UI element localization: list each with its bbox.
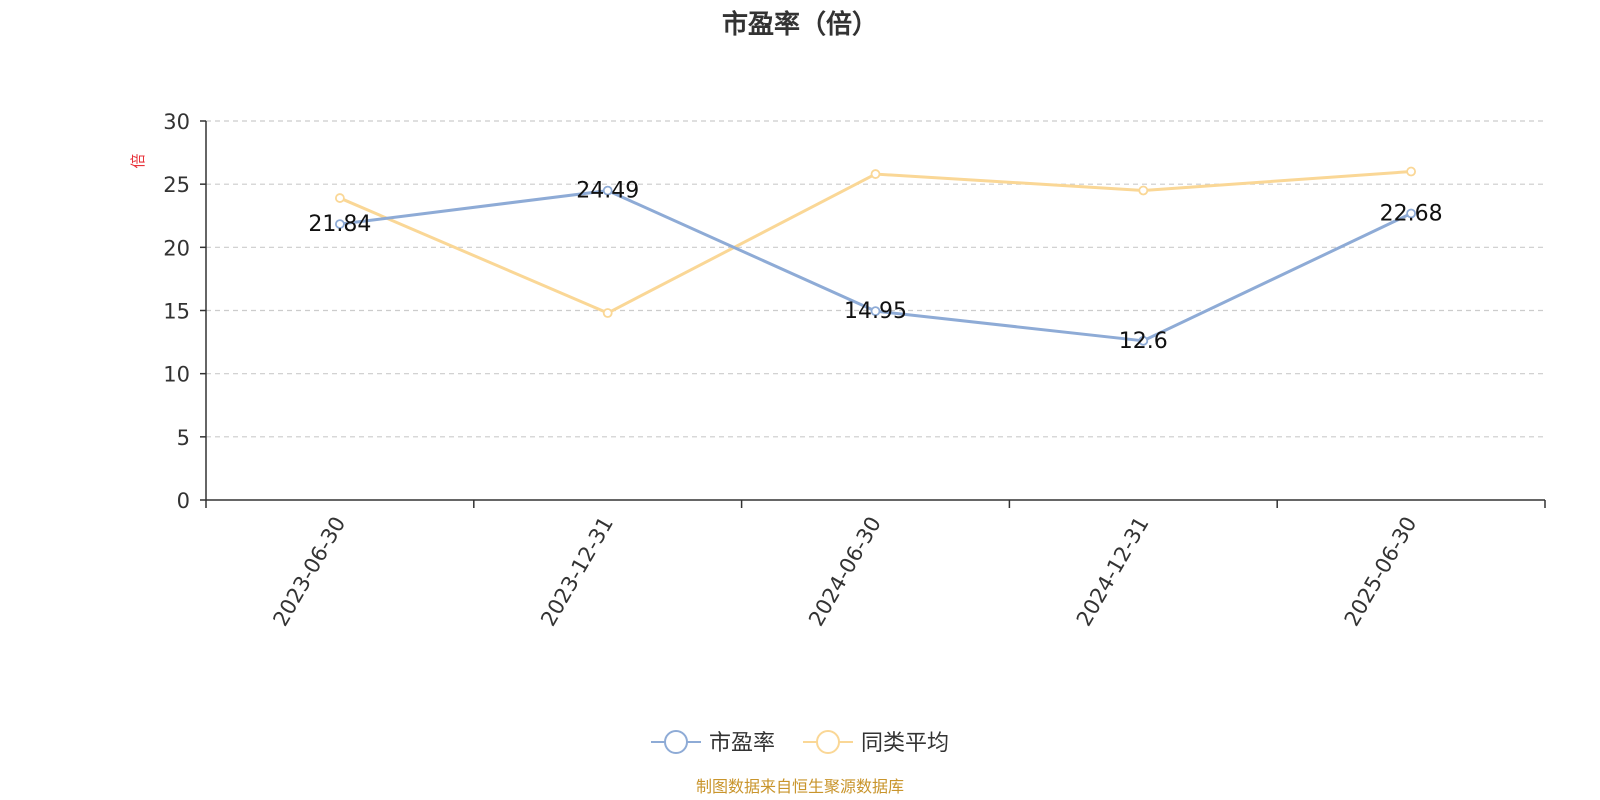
- axes: 0 5 10 15 20 25 30 2023-06-30 2023-12-31 2024-06-…: [163, 110, 1546, 631]
- y-tick-label: 15: [163, 300, 190, 324]
- legend[interactable]: 市盈率 同类平均: [651, 730, 949, 756]
- legend-label: 市盈率: [709, 731, 775, 756]
- data-label: 12.6: [1119, 329, 1168, 354]
- legend-swatch-marker: [816, 730, 840, 754]
- x-tick-label: 2024-06-30: [804, 513, 886, 631]
- y-tick-label: 5: [177, 426, 190, 450]
- data-label: 24.49: [576, 179, 639, 204]
- chart-title: 市盈率（倍）: [722, 9, 878, 40]
- y-tick-label: 20: [163, 236, 190, 260]
- legend-item-0[interactable]: 市盈率: [651, 730, 775, 756]
- data-point[interactable]: [334, 193, 345, 203]
- data-label: 22.68: [1380, 201, 1443, 226]
- series-lines: [334, 166, 1416, 346]
- data-point[interactable]: [1406, 208, 1416, 219]
- legend-swatch-marker: [664, 730, 688, 754]
- x-tick-label: 2023-06-30: [268, 513, 350, 631]
- data-point[interactable]: [602, 308, 613, 318]
- y-tick-label: 10: [163, 363, 190, 387]
- x-tick-label: 2024-12-31: [1072, 513, 1154, 631]
- legend-item-1[interactable]: 同类平均: [803, 730, 949, 756]
- data-point[interactable]: [1138, 185, 1149, 196]
- data-source-note: 制图数据来自恒生聚源数据库: [696, 777, 904, 796]
- data-label: 21.84: [308, 212, 371, 237]
- y-axis-unit-label: 倍: [129, 153, 147, 168]
- data-labels: 21.84 24.49 14.95 12.6 22.68: [308, 179, 1442, 354]
- data-point[interactable]: [1406, 166, 1416, 177]
- series-line-1: [339, 170, 1412, 315]
- data-point[interactable]: [870, 306, 881, 317]
- data-point[interactable]: [602, 185, 613, 196]
- data-point[interactable]: [870, 169, 881, 179]
- legend-label: 同类平均: [861, 731, 949, 756]
- y-tick-label: 30: [163, 110, 190, 134]
- x-tick-label: 2023-12-31: [536, 513, 618, 631]
- x-tick-label: 2025-06-30: [1340, 513, 1422, 631]
- data-point[interactable]: [1138, 335, 1149, 346]
- data-label: 14.95: [844, 299, 907, 324]
- data-point[interactable]: [334, 219, 345, 229]
- y-tick-label: 0: [177, 489, 190, 513]
- y-tick-label: 25: [163, 173, 190, 197]
- grid-lines: [206, 120, 1545, 438]
